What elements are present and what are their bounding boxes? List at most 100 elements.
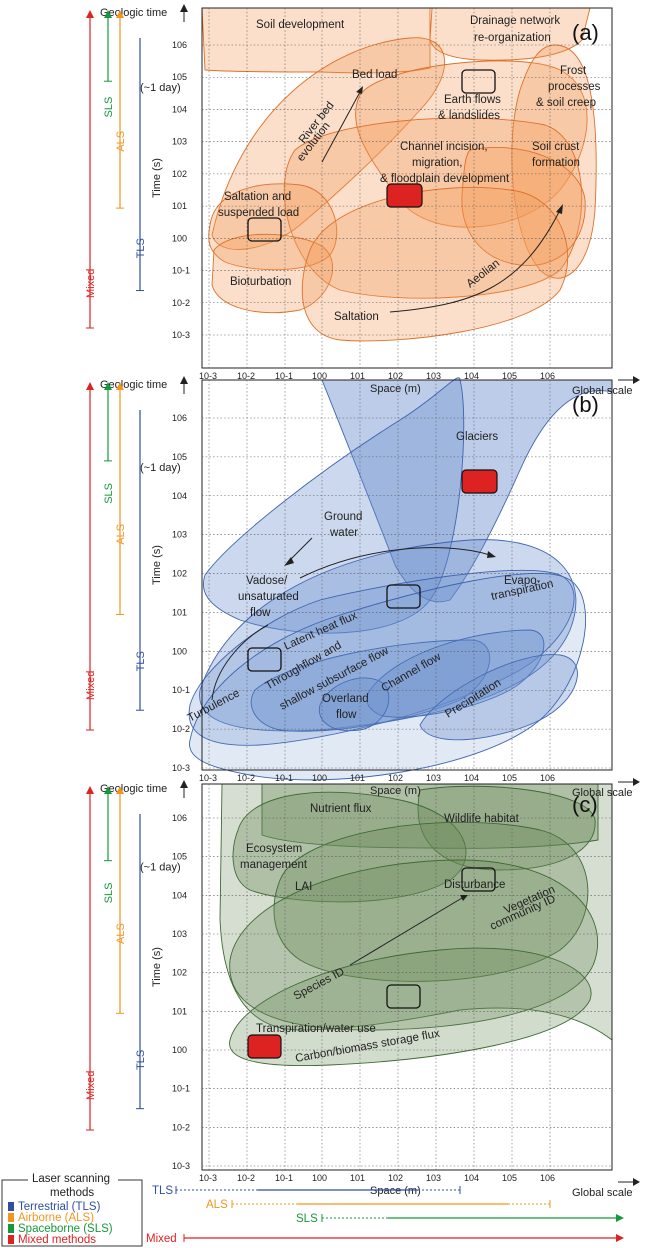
method-bar-label: ALS — [115, 923, 127, 944]
method-bar-label: SLS — [103, 883, 115, 904]
method-bar-arrow — [86, 786, 94, 794]
region-turbulence — [188, 570, 575, 746]
y-tick-label: 10-2 — [172, 1122, 190, 1132]
legend-label-sls: Spaceborne (SLS) — [18, 1223, 113, 1235]
y-tick-label: 10-1 — [172, 1084, 190, 1094]
region-soil-crust — [461, 147, 586, 266]
label-evapo: Evapo- — [504, 575, 541, 587]
method-bar-label: TLS — [135, 651, 147, 671]
region-outer-b — [189, 573, 587, 781]
y-tick-label: 10-3 — [172, 1161, 190, 1171]
global-scale-label: Global scale — [572, 1187, 633, 1199]
method-bar-label: SLS — [103, 483, 115, 504]
geologic-time-label: Geologic time — [100, 379, 167, 391]
panel-label-a: (a) — [572, 20, 599, 45]
label-floodplain: & floodplain development — [380, 173, 510, 185]
x-axis-label: Space (m) — [370, 785, 421, 797]
label-soil-development: Soil development — [256, 19, 345, 31]
x-tick-label: 103 — [426, 371, 441, 381]
label-soil-creep: & soil creep — [536, 97, 596, 109]
y-tick-label: 104 — [172, 890, 187, 900]
global-scale-label: Global scale — [572, 385, 633, 397]
y-tick-label: 102 — [172, 169, 187, 179]
y-tick-label: 10-3 — [172, 763, 190, 773]
box-c2 — [386, 984, 421, 1009]
box-c1 — [461, 867, 496, 892]
bottom-mixed-label: Mixed — [146, 1233, 177, 1245]
day-label: (~1 day) — [140, 462, 181, 474]
x-tick-label: 106 — [540, 371, 555, 381]
label-bed-load: Bed load — [352, 69, 397, 81]
x-tick-label: 106 — [540, 1173, 555, 1183]
method-bar-label: ALS — [115, 131, 127, 152]
x-tick-label: 102 — [388, 371, 403, 381]
y-tick-label: 106 — [172, 413, 187, 423]
x-tick-label: 10-2 — [237, 773, 255, 783]
region-soil-development — [201, 7, 431, 74]
y-tick-label: 10-2 — [172, 724, 190, 734]
region-overland-flow — [318, 677, 390, 732]
x-tick-label: 10-2 — [237, 1173, 255, 1183]
panel-c-regions — [219, 783, 613, 1067]
x-tick-label: 10-1 — [275, 371, 293, 381]
axes-frame-c — [201, 783, 613, 1171]
label-unsaturated: unsaturated — [238, 591, 299, 603]
y-axis-label: Time (s) — [151, 545, 163, 585]
x-tick-label: 10-3 — [199, 371, 217, 381]
y-tick-label: 10-3 — [172, 330, 190, 340]
y-tick-label: 105 — [172, 72, 187, 82]
x-tick-label: 104 — [464, 773, 479, 783]
geologic-time-label: Geologic time — [100, 783, 167, 795]
geologic-time-label: Geologic time — [100, 7, 167, 19]
region-carbon — [229, 947, 592, 1067]
y-tick-label: 103 — [172, 530, 187, 540]
method-bar-arrow — [116, 382, 124, 390]
region-frost — [511, 44, 597, 279]
method-bar-label: Mixed — [85, 671, 97, 700]
bottom-tls-label: TLS — [152, 1185, 173, 1197]
method-bar-label: Mixed — [85, 269, 97, 298]
method-bar-label: ALS — [115, 524, 127, 545]
global-scale-label: Global scale — [572, 787, 633, 799]
grid-c — [202, 784, 612, 1170]
label-saltation-and: Saltation and — [224, 191, 291, 203]
y-tick-label: 10-1 — [172, 685, 190, 695]
legend-title-2: methods — [50, 1187, 94, 1199]
x-tick-label: 100 — [312, 1173, 327, 1183]
y-tick-label: 100 — [172, 233, 187, 243]
mixed-box-b — [461, 469, 498, 494]
label-ecosystem: Ecosystem — [246, 843, 302, 855]
x-axis-label: Space (m) — [370, 1185, 421, 1197]
x-tick-label: 101 — [350, 1173, 365, 1183]
region-channel-flow — [366, 629, 545, 718]
method-bar-label: Mixed — [85, 1071, 97, 1100]
x-tick-label: 105 — [502, 371, 517, 381]
label-landslides: & landslides — [438, 110, 500, 122]
x-tick-label: 103 — [426, 1173, 441, 1183]
panel-label-c: (c) — [572, 792, 598, 817]
label-ground: Ground — [324, 511, 362, 523]
label-drainage-1: Drainage network — [470, 15, 560, 27]
y-tick-label: 101 — [172, 607, 187, 617]
y-axis-label: Time (s) — [151, 947, 163, 987]
tls-box-a1 — [247, 217, 282, 242]
label-migration: migration, — [412, 157, 463, 169]
x-tick-label: 100 — [312, 773, 327, 783]
method-bar-label: SLS — [103, 97, 115, 118]
y-tick-label: 101 — [172, 201, 187, 211]
y-up-arrow-head — [180, 376, 188, 384]
y-up-arrow-head — [180, 780, 188, 788]
legend-title-bg — [28, 1174, 118, 1204]
label-transpiration-water: Transpiration/water use — [256, 1023, 376, 1035]
x-right-arrow-head — [633, 778, 640, 786]
label-channel-incision: Channel incision, — [400, 141, 488, 153]
y-tick-label: 102 — [172, 569, 187, 579]
label-drainage-2: re-organization — [474, 32, 551, 44]
x-right-arrow-head — [633, 1178, 640, 1186]
label-flow-o: flow — [336, 709, 357, 721]
bottom-sls-arrow — [616, 1214, 624, 1222]
x-tick-label: 10-3 — [199, 773, 217, 783]
method-bars: Mixed SLS ALS TLS Mixed SLS ALS TLS Mixed SLS ALS T… — [85, 10, 147, 1131]
legend-swatch-mixed — [8, 1235, 14, 1244]
